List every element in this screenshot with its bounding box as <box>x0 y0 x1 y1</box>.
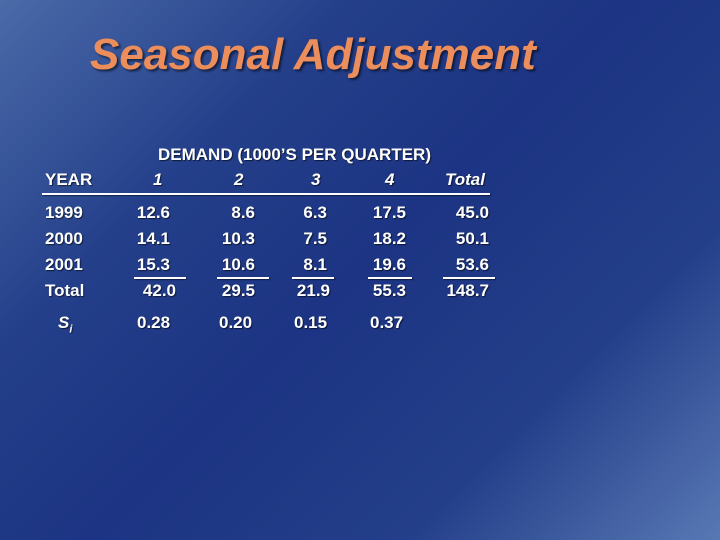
year-label: 2001 <box>45 255 83 274</box>
quarter-3-header: 3 <box>311 170 321 189</box>
grand-total-cell: 148.7 <box>446 281 489 300</box>
table-cell: 15.3 <box>136 255 170 274</box>
column-total-cell: 21.9 <box>296 281 330 300</box>
totals-row-label: Total <box>45 281 85 300</box>
sum-line <box>134 277 186 279</box>
table-cell: 6.3 <box>303 203 327 222</box>
table-cell: 10.6 <box>221 255 255 274</box>
seasonal-index-subscript: i <box>69 323 73 336</box>
table-cell: 8.6 <box>231 203 255 222</box>
column-total-cell: 29.5 <box>221 281 255 300</box>
quarter-4-header: 4 <box>385 170 395 189</box>
seasonal-index-cell: 0.15 <box>294 313 328 332</box>
slide-title: Seasonal Adjustment <box>90 30 536 79</box>
table-cell: 12.6 <box>136 203 170 222</box>
total-column-header: Total <box>445 170 485 189</box>
table-cell: 7.5 <box>303 229 327 248</box>
table-cell: 14.1 <box>136 229 170 248</box>
table-cell: 19.6 <box>372 255 406 274</box>
table-cell: 17.5 <box>372 203 406 222</box>
demand-header: DEMAND (1000’S PER QUARTER) <box>158 145 431 164</box>
quarter-1-header: 1 <box>153 170 163 189</box>
sum-line <box>443 277 495 279</box>
seasonal-index-cell: 0.28 <box>137 313 171 332</box>
year-column-header: YEAR <box>45 170 93 189</box>
column-total-cell: 55.3 <box>372 281 406 300</box>
quarter-2-header: 2 <box>234 170 244 189</box>
sum-line <box>292 277 334 279</box>
table-cell: 8.1 <box>303 255 327 274</box>
header-divider <box>42 193 490 195</box>
sum-line <box>368 277 412 279</box>
seasonal-index-symbol: S <box>58 313 70 332</box>
row-total-cell: 50.1 <box>455 229 489 248</box>
table-cell: 18.2 <box>372 229 406 248</box>
sum-line <box>217 277 269 279</box>
seasonal-index-cell: 0.20 <box>219 313 253 332</box>
seasonal-index-cell: 0.37 <box>370 313 404 332</box>
year-label: 1999 <box>45 203 83 222</box>
year-label: 2000 <box>45 229 83 248</box>
row-total-cell: 53.6 <box>455 255 489 274</box>
seasonal-index-label: Si <box>58 313 72 339</box>
table-cell: 10.3 <box>221 229 255 248</box>
column-total-cell: 42.0 <box>142 281 176 300</box>
row-total-cell: 45.0 <box>455 203 489 222</box>
